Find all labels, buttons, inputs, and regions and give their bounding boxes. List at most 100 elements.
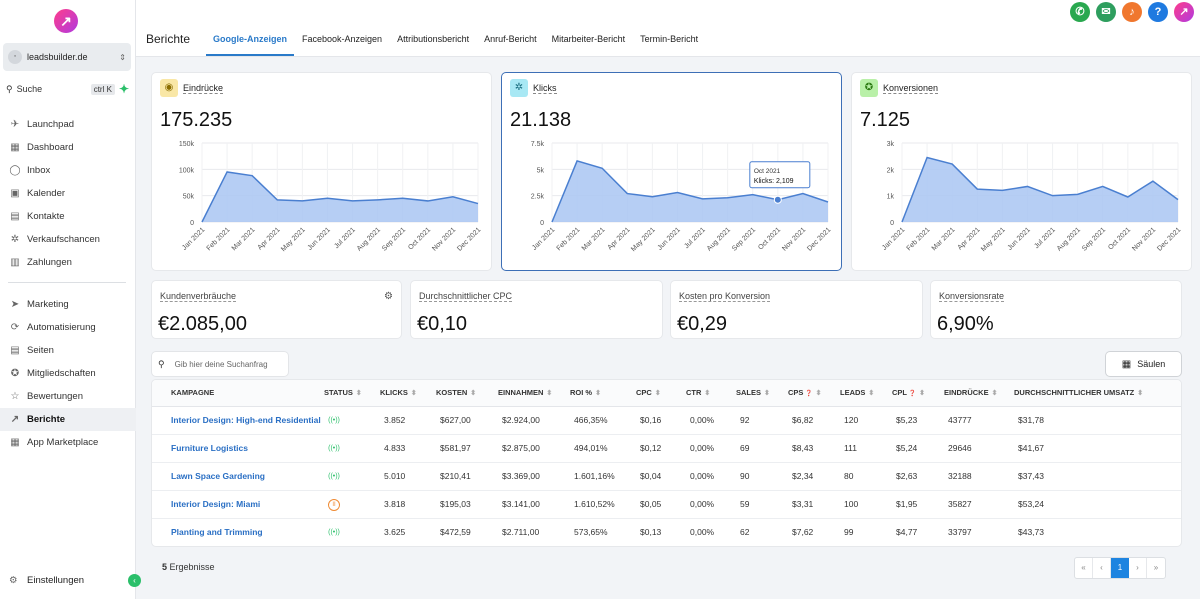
column-header[interactable]: EINNAHMEN ⬍ xyxy=(498,380,570,407)
collapse-sidebar-icon[interactable]: ‹ xyxy=(128,574,141,587)
help-icon[interactable]: ❓ xyxy=(803,391,813,398)
sidebar-item-dashboard[interactable]: ▦ Dashboard xyxy=(0,136,136,159)
sidebar-search[interactable]: ⚲ Suche ctrl K ✦ xyxy=(3,80,131,98)
table-cell: 100 xyxy=(840,490,892,519)
account-switcher[interactable]: ◦ leadsbuilder.de ⇕ xyxy=(3,43,131,71)
campaign-link[interactable]: Furniture Logistics xyxy=(152,434,324,463)
sidebar-item-kontakte[interactable]: ▤ Kontakte xyxy=(0,205,136,228)
sidebar-divider xyxy=(8,282,126,283)
search-icon: ⚲ xyxy=(158,358,165,369)
sort-icon[interactable]: ⬍ xyxy=(764,390,770,398)
sidebar-item-label: Marketing xyxy=(27,299,69,310)
column-header[interactable]: STATUS ⬍ xyxy=(324,380,380,407)
rocket-icon: ✈ xyxy=(10,119,20,130)
bell-icon[interactable]: ♪ xyxy=(1122,2,1142,22)
quick-add-icon[interactable]: ✦ xyxy=(118,82,129,96)
sort-icon[interactable]: ⬍ xyxy=(546,390,553,398)
campaign-link[interactable]: Interior Design: Miami xyxy=(152,490,324,519)
x-tick-label: Oct 2021 xyxy=(757,226,782,251)
sidebar-item-marketing[interactable]: ➤ Marketing xyxy=(0,293,136,316)
column-header[interactable]: ROI % ⬍ xyxy=(570,380,636,407)
sort-icon[interactable]: ⬍ xyxy=(815,390,822,398)
gear-icon[interactable]: ⚙ xyxy=(384,291,393,302)
sidebar-item-berichte[interactable]: ↗ Berichte xyxy=(0,408,136,431)
phone-icon[interactable]: ✆ xyxy=(1070,2,1090,22)
help-icon[interactable]: ❓ xyxy=(907,391,917,398)
column-header[interactable]: EINDRÜCKE ⬍ xyxy=(944,380,1014,407)
metric-card-klicks[interactable]: ✲ Klicks 21.138 7.5k 5k 2.5k 0 Jan 2021 Feb 2… xyxy=(502,73,841,270)
app-logo-icon[interactable]: ↗ xyxy=(54,9,78,33)
sidebar-item-label: Berichte xyxy=(27,414,66,425)
table-search-field[interactable]: ⚲ Gib hier deine Suchanfrag xyxy=(152,352,288,376)
sidebar-item-bewertungen[interactable]: ☆ Bewertungen xyxy=(0,385,136,408)
sidebar-item-launchpad[interactable]: ✈ Launchpad xyxy=(0,113,136,136)
sidebar-item-kalender[interactable]: ▣ Kalender xyxy=(0,182,136,205)
sort-icon[interactable]: ⬍ xyxy=(1137,390,1144,398)
last-page-icon[interactable]: » xyxy=(1153,563,1159,572)
x-tick-label: Mar 2021 xyxy=(231,226,257,252)
first-page-icon[interactable]: « xyxy=(1075,558,1093,578)
sort-icon[interactable]: ⬍ xyxy=(991,390,998,398)
sidebar-item-zahlungen[interactable]: ▥ Zahlungen xyxy=(0,251,136,274)
next-page-icon[interactable]: › xyxy=(1129,558,1147,578)
sort-icon[interactable]: ⬍ xyxy=(868,390,875,398)
tab-attributionsbericht[interactable]: Attributionsbericht xyxy=(397,34,470,44)
column-header-label: SALES xyxy=(736,388,762,398)
table-cell: $37,43 xyxy=(1014,462,1181,491)
sort-icon[interactable]: ⬍ xyxy=(654,390,661,398)
column-header[interactable]: CPL ❓ ⬍ xyxy=(892,380,944,407)
column-header[interactable]: KOSTEN ⬍ xyxy=(436,380,498,407)
sidebar-item-inbox[interactable]: ◯ Inbox xyxy=(0,159,136,182)
status-active-icon: ((•)) xyxy=(328,416,340,424)
tooltip-date: Oct 2021 xyxy=(754,168,781,175)
sort-icon[interactable]: ⬍ xyxy=(704,390,711,398)
columns-button[interactable]: ▦ Säulen xyxy=(1106,352,1181,376)
prev-page-icon[interactable]: ‹ xyxy=(1093,558,1111,578)
column-header[interactable]: CPS ❓ ⬍ xyxy=(788,380,840,407)
table-cell: 0,00% xyxy=(686,490,736,519)
tab-anruf-bericht[interactable]: Anruf-Bericht xyxy=(484,34,537,44)
sort-icon[interactable]: ⬍ xyxy=(470,390,477,398)
column-header-label: LEADS xyxy=(840,388,866,398)
y-tick-label: 0 xyxy=(540,220,544,227)
column-header[interactable]: CPC ⬍ xyxy=(636,380,686,407)
sidebar-item-verkaufschancen[interactable]: ✲ Verkaufschancen xyxy=(0,228,136,251)
column-header[interactable]: LEADS ⬍ xyxy=(840,380,892,407)
metric-card-konversionen[interactable]: ✪ Konversionen 7.125 3k 2k 1k 0 Jan 2021 Feb … xyxy=(852,73,1191,270)
table-cell: $0,04 xyxy=(636,462,686,491)
column-header-label: DURCHSCHNITTLICHER UMSATZ xyxy=(1014,388,1135,398)
profile-avatar-icon[interactable]: ↗ xyxy=(1174,2,1194,22)
column-header[interactable]: KAMPAGNE xyxy=(152,380,324,407)
sort-icon[interactable]: ⬍ xyxy=(919,390,926,398)
lightbulb-icon: ✪ xyxy=(860,79,878,97)
megaphone-icon[interactable]: ✉ xyxy=(1096,2,1116,22)
campaign-link[interactable]: Interior Design: High-end Residential xyxy=(152,406,324,435)
sidebar-item-einstellungen[interactable]: ⚙ Einstellungen xyxy=(0,570,136,590)
page-number-current[interactable]: 1 xyxy=(1111,558,1129,578)
sort-icon[interactable]: ⬍ xyxy=(595,390,601,398)
tab-termin-bericht[interactable]: Termin-Bericht xyxy=(640,34,699,44)
campaign-link[interactable]: Planting and Trimming xyxy=(152,518,324,546)
sidebar-item-seiten[interactable]: ▤ Seiten xyxy=(0,339,136,362)
x-tick-label: May 2021 xyxy=(280,226,307,253)
column-header[interactable]: CTR ⬍ xyxy=(686,380,736,407)
campaign-link[interactable]: Lawn Space Gardening xyxy=(152,462,324,491)
column-header[interactable]: DURCHSCHNITTLICHER UMSATZ ⬍ xyxy=(1014,380,1181,407)
sidebar-item-mitgliedschaften[interactable]: ✪ Mitgliedschaften xyxy=(0,362,136,385)
sort-icon[interactable]: ⬍ xyxy=(410,390,417,398)
table-cell: 92 xyxy=(736,406,788,435)
help-icon[interactable]: ? xyxy=(1148,2,1168,22)
tab-mitarbeiter-bericht[interactable]: Mitarbeiter-Bericht xyxy=(551,34,626,44)
sidebar-item-app-marketplace[interactable]: ▦ App Marketplace xyxy=(0,431,136,454)
column-header[interactable]: SALES ⬍ xyxy=(736,380,788,407)
x-tick-label: Oct 2021 xyxy=(407,226,432,251)
tab-facebook-anzeigen[interactable]: Facebook-Anzeigen xyxy=(302,34,383,44)
table-cell: 3.818 xyxy=(380,490,436,519)
sort-icon[interactable]: ⬍ xyxy=(355,390,362,398)
column-header[interactable]: KLICKS ⬍ xyxy=(380,380,436,407)
tab-google-anzeigen[interactable]: Google-Anzeigen xyxy=(206,24,294,56)
metric-card-eindruecke[interactable]: ◉ Eindrücke 175.235 150k 100k 50k 0 Jan 2021… xyxy=(152,73,491,270)
table-cell: $5,23 xyxy=(892,406,944,435)
sidebar-item-automatisierung[interactable]: ⟳ Automatisierung xyxy=(0,316,136,339)
table-cell: 99 xyxy=(840,518,892,546)
